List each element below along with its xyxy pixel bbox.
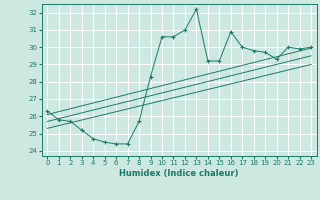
X-axis label: Humidex (Indice chaleur): Humidex (Indice chaleur)	[119, 169, 239, 178]
